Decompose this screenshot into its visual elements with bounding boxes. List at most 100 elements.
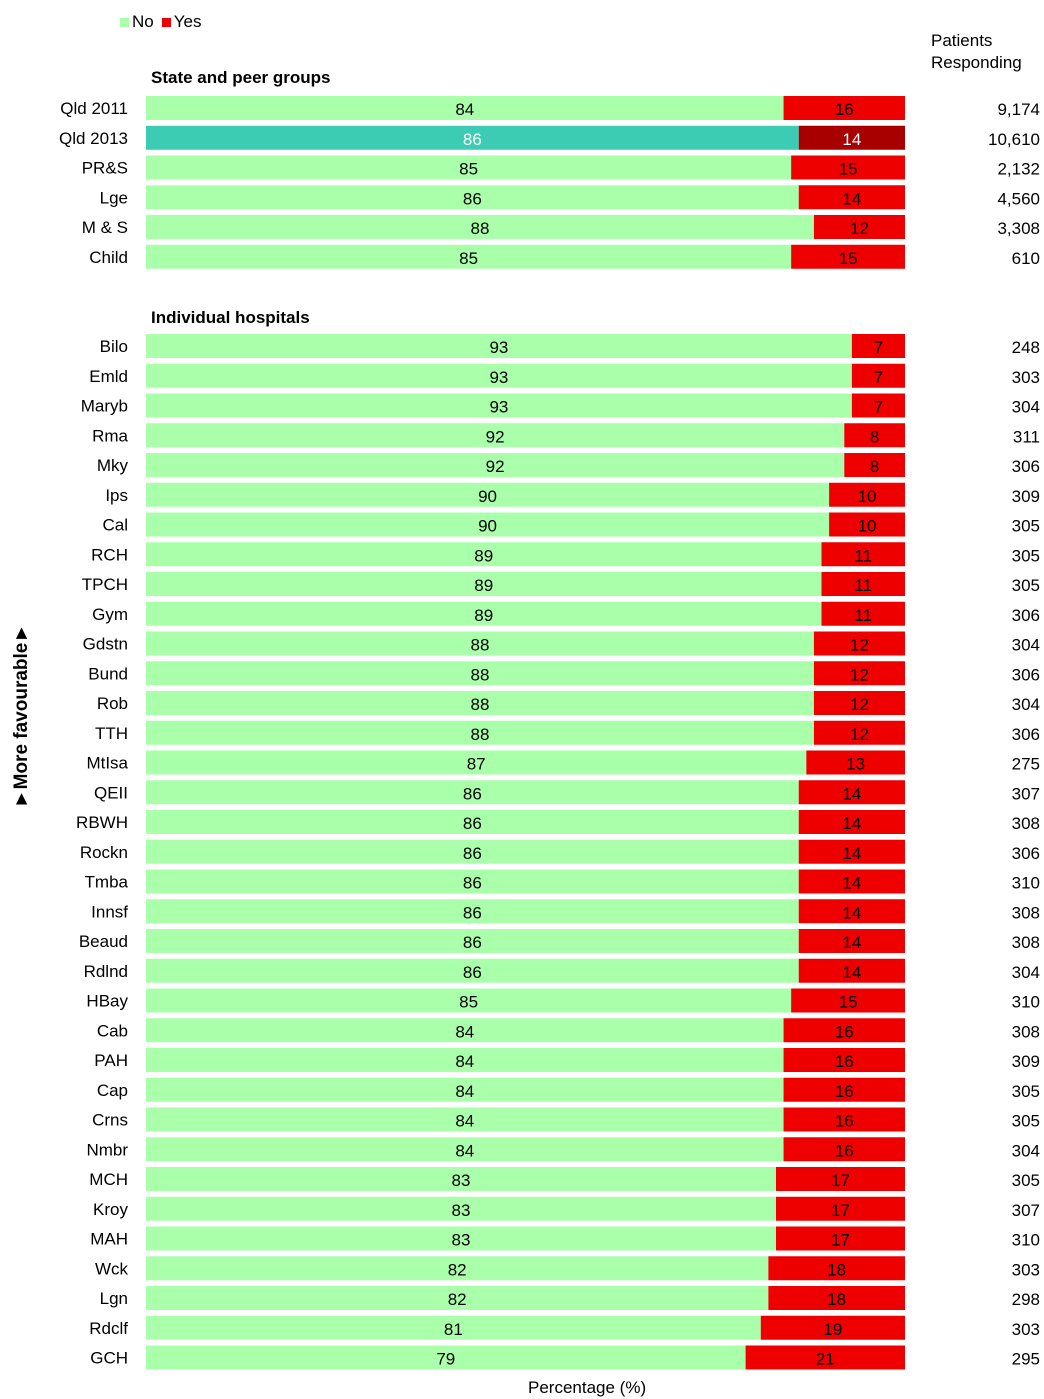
patients-responding-value: 308	[1012, 814, 1040, 833]
data-label-no: 86	[463, 784, 482, 803]
data-label-yes: 17	[831, 1201, 850, 1220]
bar-no-g1-r18	[146, 869, 799, 894]
bar-yes-g1-r23	[783, 1018, 905, 1043]
data-label-no: 85	[459, 160, 478, 179]
data-label-yes: 12	[850, 725, 869, 744]
bar-yes-g1-r24	[783, 1048, 905, 1072]
bar-no-g1-r27	[146, 1137, 784, 1162]
patients-responding-value: 305	[1012, 546, 1040, 565]
data-label-no: 89	[474, 606, 493, 625]
bar-yes-g1-r15	[798, 780, 905, 805]
patients-responding-value: 305	[1012, 1082, 1040, 1101]
data-label-no: 92	[486, 427, 505, 446]
patients-responding-value: 308	[1012, 933, 1040, 952]
patients-responding-value: 306	[1012, 725, 1040, 744]
category-label: MtIsa	[86, 754, 128, 773]
bar-yes-g0-r2	[791, 155, 905, 180]
bar-yes-g1-r10	[813, 631, 905, 656]
legend-label-yes: Yes	[173, 12, 202, 31]
legend-label-no: No	[132, 12, 154, 31]
bar-yes-g1-r6	[829, 512, 905, 537]
data-label-yes: 17	[831, 1231, 850, 1250]
data-label-yes: 12	[850, 665, 869, 684]
data-label-no: 86	[463, 844, 482, 863]
data-label-no: 90	[478, 487, 497, 506]
category-label: RCH	[91, 545, 128, 564]
bar-yes-g1-r11	[813, 661, 905, 686]
category-label: Rdlnd	[84, 962, 128, 981]
data-label-yes: 10	[858, 517, 877, 536]
data-label-yes: 11	[854, 606, 872, 625]
data-label-yes: 16	[835, 1052, 854, 1071]
legend-swatch-yes	[161, 17, 171, 27]
bar-no-g1-r3	[146, 423, 845, 448]
bar-no-g1-r28	[146, 1167, 776, 1191]
category-label: PAH	[94, 1051, 128, 1070]
bar-no-g1-r9	[146, 601, 822, 626]
bar-no-g1-r15	[146, 780, 799, 805]
data-label-no: 87	[467, 755, 486, 774]
patients-responding-value: 295	[1012, 1350, 1040, 1369]
patients-responding-value: 306	[1012, 665, 1040, 684]
patients-responding-header-line1: Patients	[931, 31, 993, 50]
patients-responding-value: 610	[1012, 249, 1040, 268]
category-label: Mky	[97, 456, 129, 475]
data-label-yes: 14	[842, 963, 861, 982]
bar-no-g1-r22	[146, 988, 792, 1013]
bar-no-g0-r0	[146, 96, 784, 120]
bar-yes-g1-r22	[791, 988, 905, 1013]
patients-responding-value: 275	[1012, 755, 1040, 774]
data-label-no: 84	[455, 1141, 474, 1160]
bar-yes-g1-r17	[798, 839, 905, 864]
patients-responding-value: 305	[1012, 1112, 1040, 1131]
bar-no-g1-r13	[146, 720, 814, 745]
category-label: Child	[89, 248, 128, 267]
patients-responding-value: 304	[1012, 1141, 1040, 1160]
category-label: QEII	[94, 783, 128, 802]
bar-no-g1-r2	[146, 393, 852, 418]
category-label: Gym	[92, 605, 128, 624]
bar-yes-g0-r4	[813, 215, 905, 239]
category-label: MAH	[90, 1230, 128, 1249]
category-label: Qld 2013	[59, 129, 128, 148]
data-label-no: 89	[474, 546, 493, 565]
data-label-yes: 14	[842, 874, 861, 893]
data-label-no: 93	[489, 338, 508, 357]
bar-no-g1-r12	[146, 691, 814, 715]
patients-responding-value: 309	[1012, 1052, 1040, 1071]
data-label-yes: 16	[835, 1082, 854, 1101]
bar-no-g1-r30	[146, 1226, 776, 1251]
bar-yes-g0-r0	[783, 96, 905, 120]
bar-no-g1-r5	[146, 482, 830, 507]
data-label-yes: 14	[842, 814, 861, 833]
bar-no-g1-r32	[146, 1286, 769, 1310]
patients-responding-value: 305	[1012, 1171, 1040, 1190]
bar-yes-g1-r18	[798, 869, 905, 894]
category-label: RBWH	[76, 813, 128, 832]
patients-responding-header: Patients Responding	[931, 30, 1022, 74]
bar-yes-g1-r21	[798, 958, 905, 983]
chart-legend: No Yes	[120, 12, 209, 32]
category-label: Crns	[92, 1111, 128, 1130]
data-label-no: 88	[470, 725, 489, 744]
bar-yes-g1-r26	[783, 1107, 905, 1132]
data-label-no: 85	[459, 249, 478, 268]
bar-yes-g1-r33	[760, 1315, 905, 1340]
bar-no-g0-r3	[146, 185, 799, 210]
patients-responding-value: 304	[1012, 963, 1040, 982]
data-label-yes: 18	[827, 1290, 846, 1309]
bar-no-g1-r34	[146, 1345, 746, 1370]
patients-responding-value: 306	[1012, 606, 1040, 625]
bar-no-g1-r4	[146, 453, 845, 477]
data-label-yes: 14	[842, 130, 861, 149]
bar-no-g1-r6	[146, 512, 830, 537]
data-label-no: 86	[463, 963, 482, 982]
patients-responding-value: 303	[1012, 1320, 1040, 1339]
patients-responding-value: 303	[1012, 368, 1040, 387]
data-label-no: 84	[455, 1052, 474, 1071]
data-label-yes: 15	[839, 249, 858, 268]
data-label-yes: 16	[835, 100, 854, 119]
patients-responding-value: 309	[1012, 487, 1040, 506]
category-label: HBay	[86, 992, 128, 1011]
patients-responding-value: 298	[1012, 1290, 1040, 1309]
